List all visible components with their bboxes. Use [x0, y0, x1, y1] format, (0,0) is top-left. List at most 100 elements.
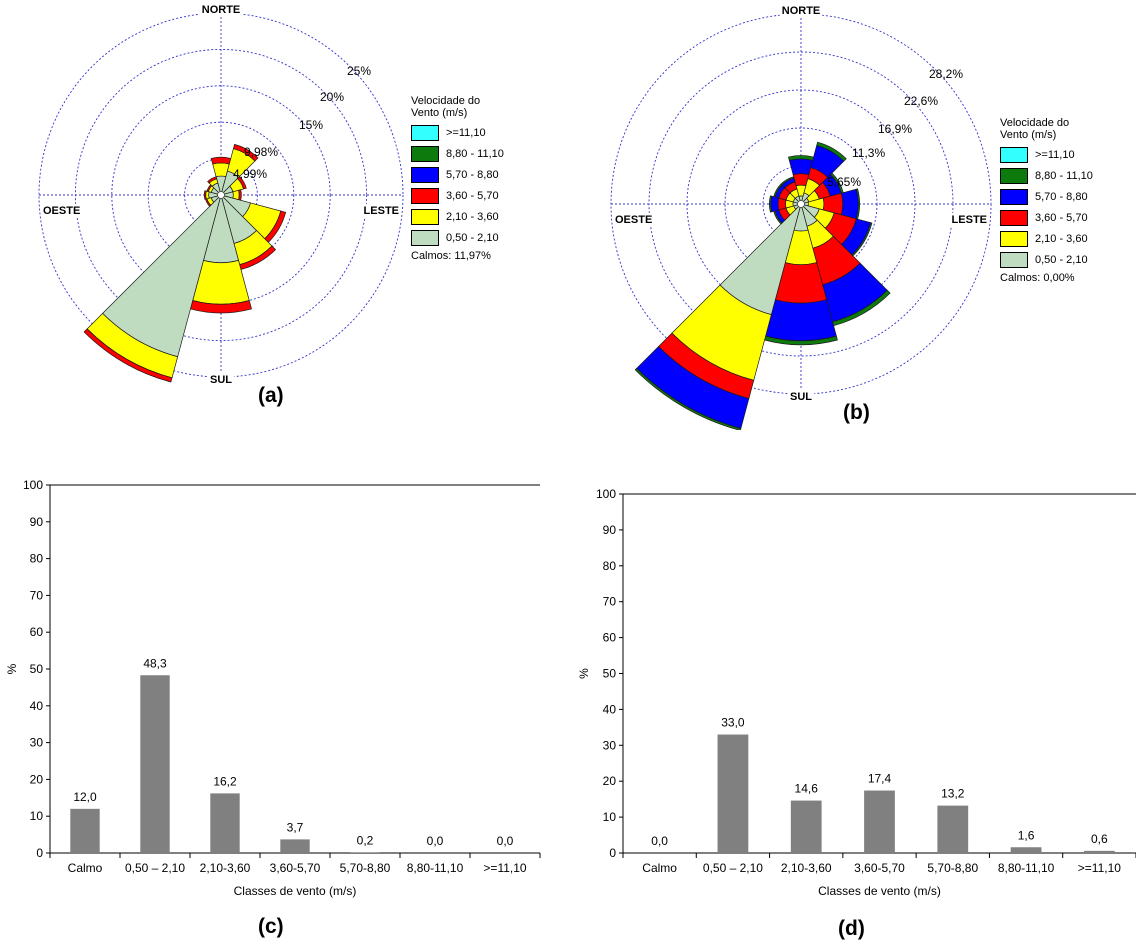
rose-ring-label: 25%	[347, 64, 371, 78]
legend-b-calm: Calmos: 0,00%	[1000, 272, 1075, 284]
bar-value-label: 33,0	[721, 716, 745, 730]
bar-value-label: 0,0	[497, 834, 514, 848]
direction-label: LESTE	[952, 214, 987, 226]
y-tick-label: 50	[603, 667, 617, 681]
rose-sector-band	[207, 176, 218, 184]
legend-b-label: 5,70 - 8,80	[1035, 191, 1088, 203]
y-tick-label: 0	[609, 846, 616, 860]
y-tick-label: 90	[603, 523, 617, 537]
bar	[717, 734, 749, 853]
legend-a: Velocidade do Vento (m/s) >=11,10 8,80 -…	[411, 95, 504, 262]
rose-sector-band	[83, 328, 173, 383]
x-axis-label: Classes de vento (m/s)	[818, 884, 941, 898]
wind-rose-b-plot: 5,65% 11,3% 16,9% 22,6% 28,2% NORTE LESTE SUL OE…	[610, 3, 992, 430]
y-tick-label: 30	[30, 736, 44, 750]
wind-rose-a: 4,99% 9,98% 15% 20% 25% NORTE LESTE SUL OESTE Ve…	[0, 0, 560, 420]
legend-a-swatch	[411, 146, 439, 162]
panel-label-c: (c)	[258, 915, 284, 938]
legend-b-label: 8,80 - 11,10	[1035, 170, 1093, 182]
legend-a-label: 0,50 - 2,10	[446, 232, 499, 244]
bar-value-label: 12,0	[73, 790, 97, 804]
rose-sector-band	[780, 176, 795, 186]
legend-b-item: 2,10 - 3,60	[1000, 229, 1088, 250]
y-tick-label: 70	[603, 595, 617, 609]
legend-a-item: 3,60 - 5,70	[411, 186, 499, 207]
legend-b-label: >=11,10	[1035, 149, 1075, 161]
direction-label: SUL	[210, 374, 232, 386]
legend-b-swatch	[1000, 168, 1028, 184]
bar-value-label: 0,0	[427, 834, 444, 848]
legend-b-item: >=11,10	[1000, 145, 1075, 166]
y-tick-label: 60	[603, 631, 617, 645]
x-tick-label: 5,70-8,80	[340, 861, 391, 875]
direction-label: LESTE	[364, 205, 399, 217]
legend-b-item: 5,70 - 8,80	[1000, 187, 1088, 208]
legend-a-swatch	[411, 167, 439, 183]
legend-a-title-line1: Velocidade do	[411, 95, 481, 107]
legend-a-title-line2: Vento (m/s)	[411, 107, 468, 119]
y-tick-label: 0	[36, 846, 43, 860]
legend-b-swatch	[1000, 147, 1028, 163]
rose-ring-label: 16,9%	[878, 122, 912, 136]
rose-ring-label: 22,6%	[904, 94, 938, 108]
y-tick-label: 30	[603, 738, 617, 752]
rose-sector-band	[233, 143, 259, 162]
legend-b-swatch	[1000, 252, 1028, 268]
x-tick-label: 0,50 – 2,10	[703, 861, 763, 875]
legend-a-label: 8,80 - 11,10	[446, 148, 504, 160]
rose-sector-band	[203, 190, 207, 200]
rose-sector-band	[770, 195, 780, 213]
direction-label: NORTE	[202, 4, 241, 16]
legend-b-title-line2: Vento (m/s)	[1000, 129, 1057, 141]
rose-sector-band	[768, 195, 773, 213]
legend-a-swatch	[411, 230, 439, 246]
legend-b-item: 0,50 - 2,10	[1000, 250, 1088, 271]
bar-chart-d-plot: 0 10 20 30 40 50 60 70 80 90 100 0,0 Calmo 33,0 0,50 –…	[577, 487, 1136, 898]
legend-b-label: 2,10 - 3,60	[1035, 233, 1088, 245]
x-tick-label: Calmo	[642, 861, 677, 875]
legend-a-item: 8,80 - 11,10	[411, 144, 504, 165]
bar-value-label: 17,4	[868, 772, 892, 786]
legend-a-label: >=11,10	[446, 127, 486, 139]
rose-ring-label: 11,3%	[852, 146, 885, 160]
y-tick-label: 50	[30, 662, 44, 676]
legend-a-label: 5,70 - 8,80	[446, 169, 499, 181]
legend-a-item: 0,50 - 2,10	[411, 228, 499, 249]
legend-a-label: 2,10 - 3,60	[446, 211, 499, 223]
direction-label: OESTE	[43, 205, 80, 217]
bar-value-label: 13,2	[941, 787, 965, 801]
y-tick-label: 60	[30, 625, 44, 639]
rose-sector-band	[238, 189, 242, 201]
y-tick-label: 40	[603, 702, 617, 716]
x-tick-label: >=11,10	[483, 861, 526, 875]
bar-value-label: 0,0	[651, 834, 668, 848]
rose-ring-label: 9,98%	[244, 145, 278, 159]
x-tick-label: 3,60-5,70	[270, 861, 321, 875]
direction-label-bg	[788, 389, 815, 404]
legend-b-swatch	[1000, 189, 1028, 205]
y-tick-label: 80	[603, 559, 617, 573]
rose-sector-band	[840, 188, 859, 220]
bar-value-label: 48,3	[143, 656, 167, 670]
panel-label-d: (d)	[838, 917, 865, 940]
rose-sector-band	[634, 367, 742, 430]
rose-ring-label: 4,99%	[233, 167, 267, 181]
direction-label-bg	[949, 212, 989, 227]
bar-chart-d: 0 10 20 30 40 50 60 70 80 90 100 0,0 Calmo 33,0 0,50 –…	[568, 470, 1136, 947]
direction-label-bg	[779, 3, 823, 18]
y-tick-label: 100	[596, 487, 616, 501]
x-tick-label: 2,10-3,60	[781, 861, 832, 875]
wind-rose-a-plot: 4,99% 9,98% 15% 20%25% NORTE LESTE SUL OESTE	[38, 2, 404, 387]
x-tick-label: 2,10-3,60	[200, 861, 251, 875]
bar-value-label: 1,6	[1018, 828, 1035, 842]
legend-a-item: 2,10 - 3,60	[411, 207, 499, 228]
legend-a-label: 3,60 - 5,70	[446, 190, 499, 202]
bar-value-label: 16,2	[213, 774, 237, 788]
bar	[210, 793, 240, 853]
rose-grid-ring	[111, 85, 331, 305]
x-tick-label: 8,80-11,10	[407, 861, 464, 875]
direction-label: SUL	[790, 391, 812, 403]
x-tick-label: 5,70-8,80	[927, 861, 978, 875]
panel-label-a: (a)	[258, 384, 284, 407]
y-tick-label: 20	[30, 772, 44, 786]
